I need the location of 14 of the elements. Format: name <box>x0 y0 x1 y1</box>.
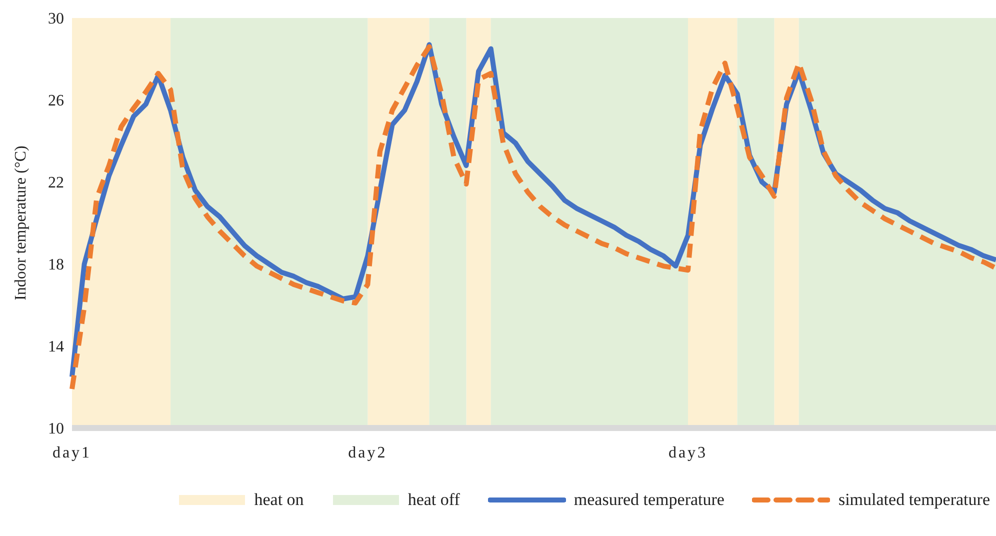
y-tick-label: 22 <box>48 174 64 192</box>
y-tick-label: 10 <box>48 420 64 438</box>
x-tick-label: day3 <box>668 444 708 462</box>
y-tick-label: 26 <box>48 92 64 110</box>
y-tick-label: 30 <box>48 10 64 28</box>
legend-label: heat off <box>408 490 460 510</box>
y-axis-title: Indoor temperature (°C) <box>12 146 30 300</box>
legend-label: simulated temperature <box>838 490 990 510</box>
x-tick-label: day2 <box>348 444 388 462</box>
x-tick-label: day1 <box>52 444 92 462</box>
y-tick-label: 14 <box>48 338 64 356</box>
legend-label: heat on <box>254 490 304 510</box>
legend-label: measured temperature <box>574 490 724 510</box>
y-tick-label: 18 <box>48 256 64 274</box>
